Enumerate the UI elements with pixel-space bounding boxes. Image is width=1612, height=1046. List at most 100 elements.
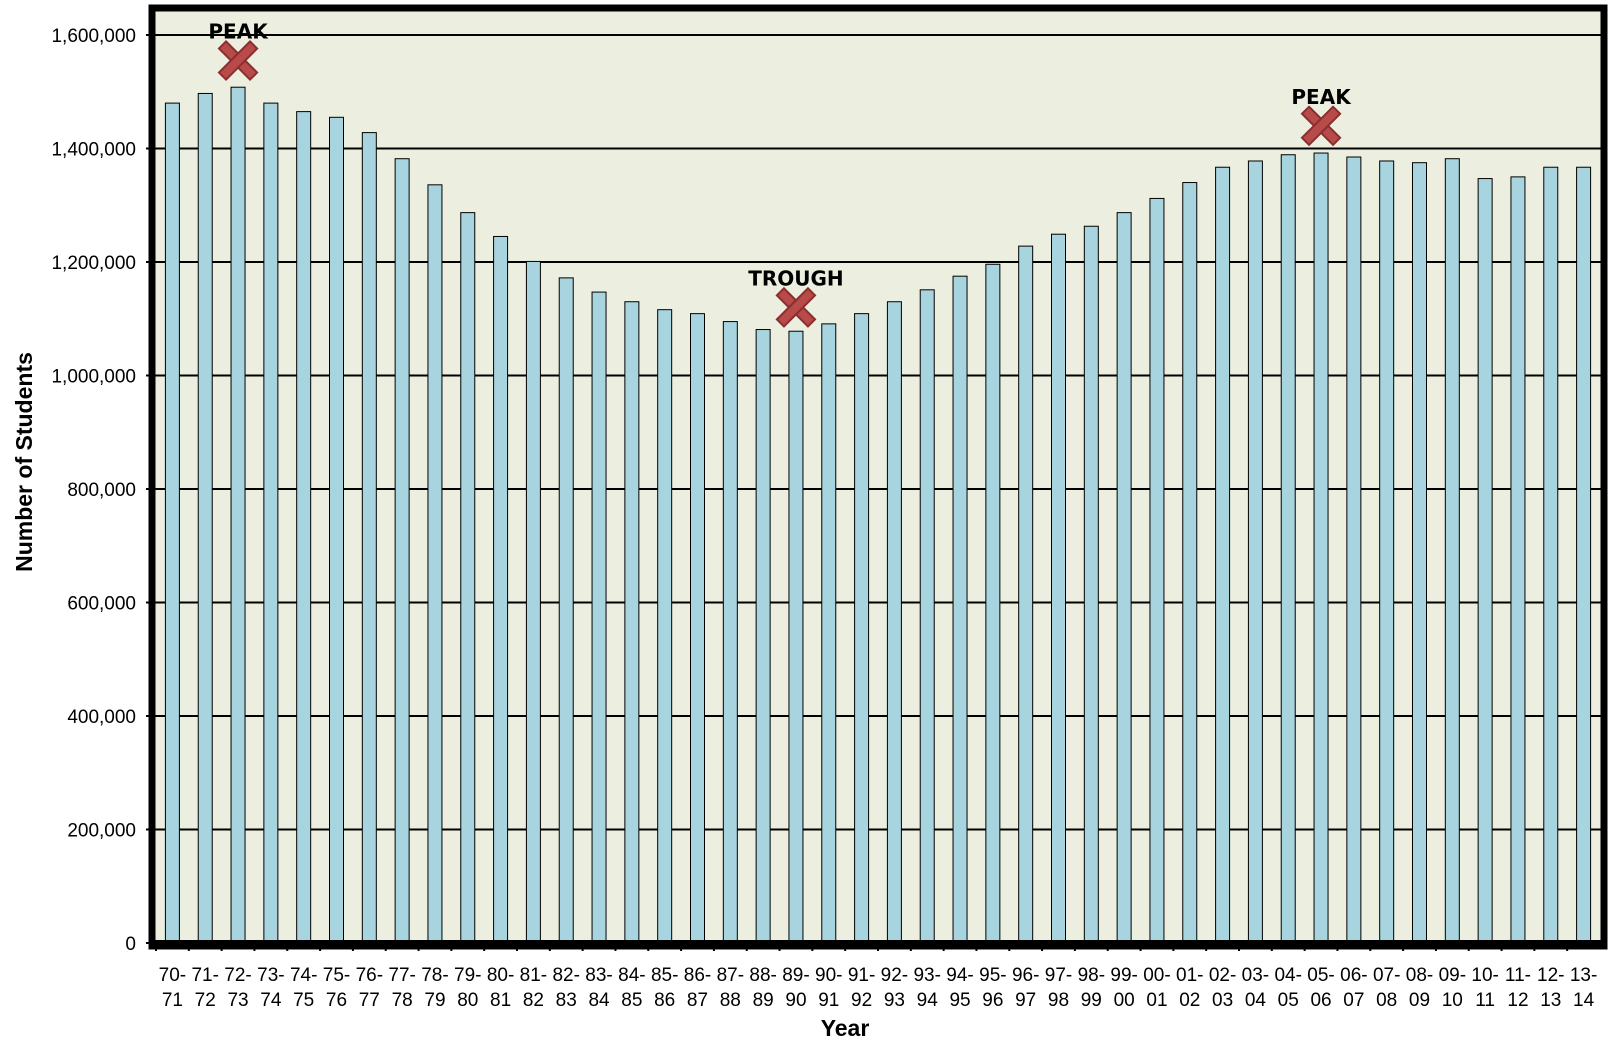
y-tick-label: 800,000 — [67, 480, 136, 501]
bar — [722, 321, 738, 944]
plot-background — [152, 8, 1604, 946]
x-tick-label: 71 — [162, 990, 183, 1011]
bar — [460, 212, 476, 944]
x-tick-label: 96 — [982, 990, 1003, 1011]
bar — [1444, 158, 1460, 944]
x-tick-label: 14 — [1573, 990, 1595, 1011]
bar — [1412, 162, 1427, 944]
x-tick-label: 70- — [159, 965, 186, 986]
bar — [1543, 166, 1559, 944]
x-tick-label: 83 — [556, 990, 577, 1011]
bar — [296, 111, 312, 944]
x-tick-label: 94 — [917, 990, 939, 1011]
x-tick-label: 07 — [1343, 990, 1364, 1011]
x-tick-label: 13 — [1540, 990, 1561, 1011]
x-tick-label: 84 — [588, 990, 610, 1011]
x-tick-label: 09- — [1439, 965, 1466, 986]
x-mark-icon — [775, 286, 817, 328]
x-tick-label: 76- — [356, 965, 383, 986]
x-tick-label: 98- — [1078, 965, 1105, 986]
x-tick-label: 82 — [523, 990, 544, 1011]
y-axis-ticks: 0 200,000 400,000 600,000 800,000 1,000,000 1,… — [51, 26, 156, 955]
x-tick-label: 89- — [782, 965, 809, 986]
x-tick-label: 05 — [1278, 990, 1299, 1011]
x-tick-label: 77 — [359, 990, 380, 1011]
y-tick-label: 400,000 — [67, 707, 136, 728]
x-tick-label: 92- — [881, 965, 908, 986]
bar — [690, 313, 705, 944]
x-tick-label: 97 — [1015, 990, 1036, 1011]
x-tick-label: 73- — [257, 965, 284, 986]
bar — [821, 323, 837, 944]
y-tick-label: 1,000,000 — [51, 367, 136, 388]
x-tick-label: 93- — [913, 965, 940, 986]
bar — [394, 158, 410, 944]
x-tick-label: 79- — [454, 965, 481, 986]
x-tick-label: 03 — [1212, 990, 1233, 1011]
x-tick-label: 93 — [884, 990, 905, 1011]
bar — [493, 235, 509, 944]
x-tick-label: 85- — [651, 965, 678, 986]
x-tick-label: 99 — [1081, 990, 1102, 1011]
bar — [657, 309, 673, 944]
x-tick-label: 10- — [1471, 965, 1498, 986]
x-tick-label: 78 — [392, 990, 413, 1011]
x-tick-label: 97- — [1045, 965, 1072, 986]
bar — [329, 116, 344, 944]
bar — [1083, 225, 1099, 944]
bar — [1018, 245, 1034, 944]
x-tick-label: 10 — [1442, 990, 1463, 1011]
x-tick-label: 85 — [621, 990, 642, 1011]
x-tick-label: 81 — [490, 990, 511, 1011]
bar — [164, 102, 180, 944]
bar — [1576, 166, 1592, 944]
bar — [558, 277, 574, 944]
x-tick-label: 80 — [457, 990, 478, 1011]
x-tick-label: 90 — [785, 990, 806, 1011]
x-tick-label: 98 — [1048, 990, 1069, 1011]
x-tick-label: 72- — [224, 965, 251, 986]
bar — [854, 313, 870, 944]
bars — [152, 86, 1604, 946]
bar — [1051, 233, 1066, 944]
x-tick-label: 01 — [1146, 990, 1167, 1011]
x-tick-label: 13- — [1570, 965, 1597, 986]
x-tick-label: 05- — [1307, 965, 1334, 986]
x-tick-label: 90- — [815, 965, 842, 986]
x-tick-label: 02 — [1179, 990, 1200, 1011]
bar — [1477, 178, 1493, 944]
bar — [1280, 154, 1296, 944]
bar — [1182, 182, 1198, 944]
bar — [525, 260, 541, 944]
x-tick-label: 72 — [195, 990, 216, 1011]
x-tick-label: 00 — [1114, 990, 1135, 1011]
x-tick-label: 74 — [260, 990, 282, 1011]
x-tick-label: 04 — [1245, 990, 1267, 1011]
x-tick-label: 91- — [848, 965, 875, 986]
x-tick-label: 71- — [191, 965, 218, 986]
x-tick-label: 73 — [227, 990, 248, 1011]
bar — [755, 329, 771, 944]
x-tick-label: 09 — [1409, 990, 1430, 1011]
x-tick-label: 06 — [1310, 990, 1331, 1011]
annotations: PEAK TROUGH PEAK — [208, 20, 1352, 328]
x-tick-label: 92 — [851, 990, 872, 1011]
x-tick-label: 02- — [1209, 965, 1236, 986]
x-tick-label: 06- — [1340, 965, 1367, 986]
x-tick-label: 08 — [1376, 990, 1397, 1011]
y-tick-label: 1,600,000 — [51, 26, 136, 47]
bar — [788, 330, 804, 944]
x-tick-label: 96- — [1012, 965, 1039, 986]
y-axis-title: Number of Students — [11, 352, 37, 572]
x-tick-label: 87 — [687, 990, 708, 1011]
x-tick-label: 12 — [1507, 990, 1528, 1011]
bar — [230, 86, 246, 944]
x-tick-label: 11 — [1475, 990, 1495, 1011]
bar — [361, 132, 377, 944]
x-axis-ticks: 70- 71 71- 72 72- 73 73- 74 74- 75 75- 76 76- 77 77- 78… — [155, 943, 1597, 1011]
x-mark-icon — [1300, 105, 1342, 147]
bar — [1247, 160, 1263, 944]
x-tick-label: 08- — [1406, 965, 1433, 986]
